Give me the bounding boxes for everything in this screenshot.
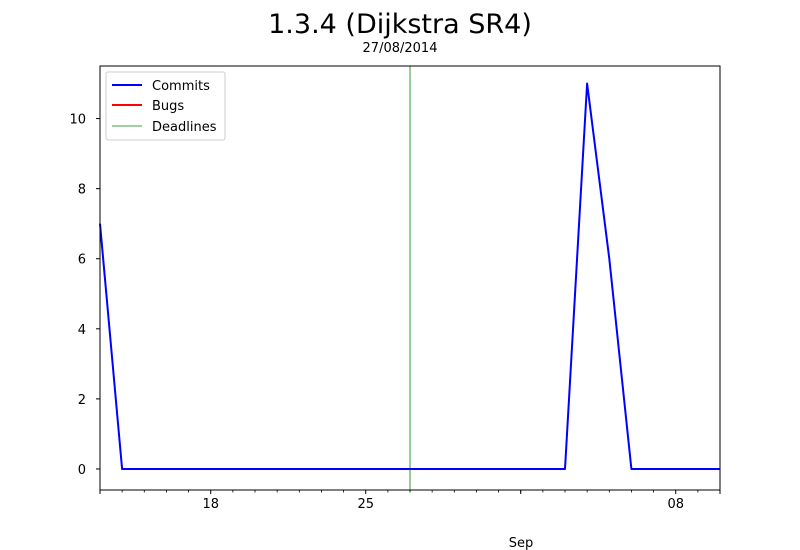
y-tick-label: 6: [78, 253, 86, 268]
legend: Commits Bugs Deadlines: [105, 71, 226, 141]
legend-commits-label: Commits: [152, 79, 210, 94]
y-tick-label: 0: [78, 463, 86, 478]
y-tick-label: 8: [78, 183, 86, 198]
chart-subtitle: 27/08/2014: [363, 41, 438, 56]
y-tick-label: 10: [69, 113, 86, 128]
y-tick-label: 2: [78, 393, 86, 408]
x-tick-label: 08: [667, 497, 684, 512]
y-axis: 0 2 4 6 8 10: [69, 113, 100, 478]
legend-bugs-label: Bugs: [152, 99, 184, 114]
series-layer: [99, 82, 720, 470]
x-month-label: Sep: [509, 536, 534, 550]
chart-title: 1.3.4 (Dijkstra SR4): [268, 9, 532, 40]
legend-box: [105, 71, 226, 141]
x-axis: 18 25 08: [99, 490, 721, 512]
x-tick-label: 25: [357, 497, 374, 512]
y-tick-label: 4: [78, 323, 86, 338]
series-line-commits: [99, 82, 720, 470]
x-tick-label: 18: [202, 497, 219, 512]
legend-deadlines-label: Deadlines: [152, 120, 217, 135]
